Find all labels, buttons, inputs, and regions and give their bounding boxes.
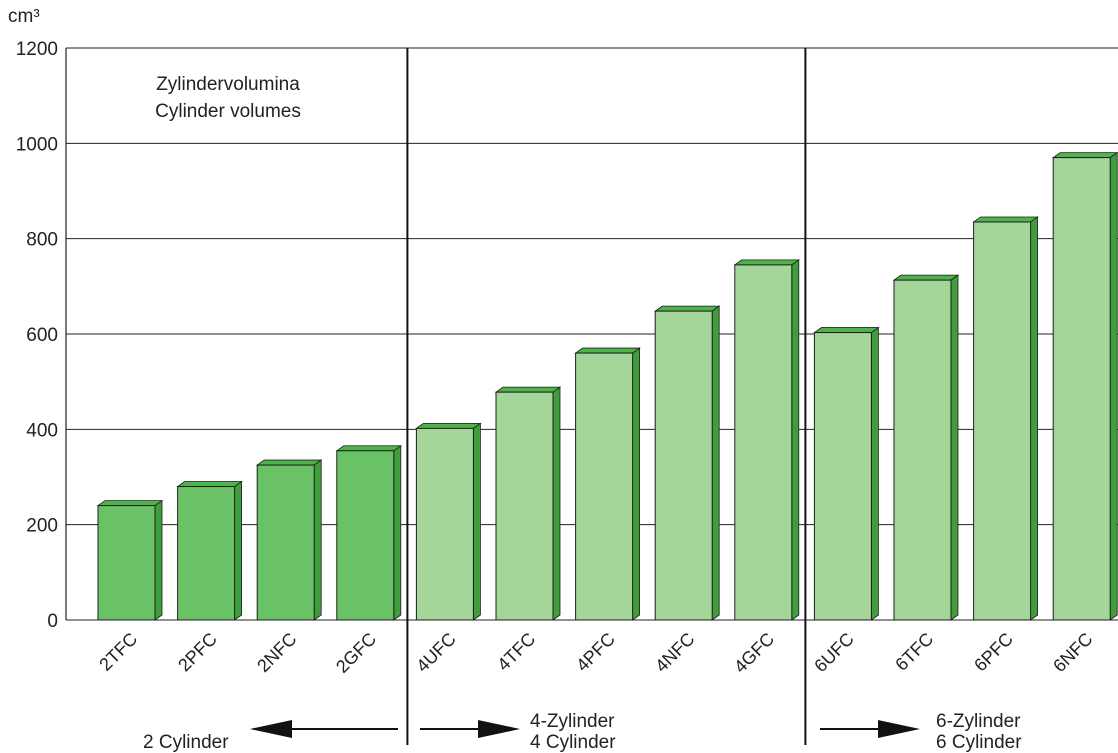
bar-top bbox=[733, 259, 801, 266]
bar-front bbox=[654, 310, 713, 621]
bar-side bbox=[154, 499, 163, 621]
bar-top bbox=[653, 305, 721, 312]
x-tick-label: 4PFC bbox=[572, 629, 619, 676]
bar-front bbox=[256, 464, 315, 621]
y-tick-label: 0 bbox=[47, 611, 58, 632]
bar-6TFC bbox=[892, 274, 960, 621]
group-caption: 6 Cylinder bbox=[936, 732, 1022, 753]
bar-side bbox=[1030, 216, 1038, 621]
arrow-right-icon bbox=[420, 720, 520, 738]
bar-side bbox=[393, 445, 402, 621]
bar-6UFC bbox=[813, 326, 880, 621]
bar-front bbox=[495, 391, 554, 621]
chart-title-line-2: Cylinder volumes bbox=[155, 101, 301, 122]
bar-side bbox=[234, 480, 243, 621]
bar-top bbox=[415, 422, 482, 429]
x-tick-label: 6UFC bbox=[810, 629, 857, 676]
x-tick-label: 6TFC bbox=[891, 629, 937, 675]
bar-side bbox=[871, 326, 879, 621]
x-tick-label: 4GFC bbox=[730, 629, 778, 677]
bar-front bbox=[973, 221, 1032, 621]
x-tick-label: 6NFC bbox=[1049, 629, 1096, 676]
bar-side bbox=[950, 274, 959, 621]
chart-title-line-1: Zylindervolumina bbox=[156, 74, 300, 95]
y-tick-label: 1000 bbox=[16, 134, 58, 155]
bar-front bbox=[336, 450, 395, 621]
bar-side bbox=[711, 305, 720, 621]
bar-layer bbox=[96, 151, 1118, 621]
bar-4TFC bbox=[494, 386, 562, 621]
bar-side bbox=[791, 259, 800, 621]
bar-front bbox=[893, 279, 952, 621]
x-tick-label: 4TFC bbox=[493, 629, 539, 675]
bar-side bbox=[1109, 151, 1118, 621]
bar-top bbox=[813, 327, 880, 333]
bar-2NFC bbox=[255, 459, 323, 621]
bar-2GFC bbox=[335, 445, 403, 621]
bar-top bbox=[255, 459, 323, 466]
group-caption: 4 Cylinder bbox=[530, 732, 616, 753]
bar-front bbox=[415, 427, 474, 621]
bar-4GFC bbox=[733, 259, 801, 621]
bar-4PFC bbox=[574, 347, 641, 621]
group-caption: 2 Cylinder bbox=[143, 732, 229, 753]
x-tick-label: 2GFC bbox=[332, 629, 380, 677]
arrow-right-icon bbox=[820, 720, 920, 738]
bar-front bbox=[177, 486, 236, 621]
x-tick-label: 2NFC bbox=[253, 629, 300, 676]
y-tick-label: 800 bbox=[26, 230, 58, 251]
bar-front bbox=[813, 332, 872, 621]
bar-top bbox=[574, 347, 641, 354]
x-tick-label: 6PFC bbox=[970, 629, 1017, 676]
bar-top bbox=[96, 500, 164, 507]
bar-2PFC bbox=[176, 480, 243, 621]
bar-top bbox=[1051, 152, 1118, 159]
bar-side bbox=[472, 422, 481, 621]
bar-side bbox=[632, 347, 640, 621]
x-tick-label: 2TFC bbox=[95, 629, 141, 675]
group-caption: 4-Zylinder bbox=[530, 711, 615, 732]
y-tick-label: 1200 bbox=[16, 39, 58, 60]
y-tick-label: 600 bbox=[26, 325, 58, 346]
y-axis-label: cm³ bbox=[8, 6, 40, 27]
x-tick-label: 4NFC bbox=[651, 629, 698, 676]
bar-front bbox=[1052, 157, 1111, 621]
bar-top bbox=[972, 216, 1039, 223]
group-caption: 6-Zylinder bbox=[936, 711, 1021, 732]
x-tick-label: 4UFC bbox=[412, 629, 459, 676]
bar-6NFC bbox=[1051, 151, 1118, 621]
bar-front bbox=[97, 505, 156, 621]
bar-4UFC bbox=[415, 422, 482, 621]
bar-top bbox=[335, 445, 403, 452]
bar-4NFC bbox=[653, 305, 721, 621]
bar-side bbox=[552, 386, 561, 621]
x-tick-label: 2PFC bbox=[174, 629, 221, 676]
bar-front bbox=[734, 264, 793, 621]
bar-front bbox=[575, 352, 634, 621]
bar-side bbox=[313, 459, 322, 621]
bar-6PFC bbox=[972, 216, 1039, 621]
bar-top bbox=[176, 481, 243, 487]
arrow-left-icon bbox=[250, 720, 398, 738]
y-tick-label: 400 bbox=[26, 420, 58, 441]
bar-2TFC bbox=[96, 499, 164, 621]
bar-top bbox=[494, 386, 562, 393]
y-tick-label: 200 bbox=[26, 516, 58, 537]
bar-top bbox=[892, 274, 960, 281]
